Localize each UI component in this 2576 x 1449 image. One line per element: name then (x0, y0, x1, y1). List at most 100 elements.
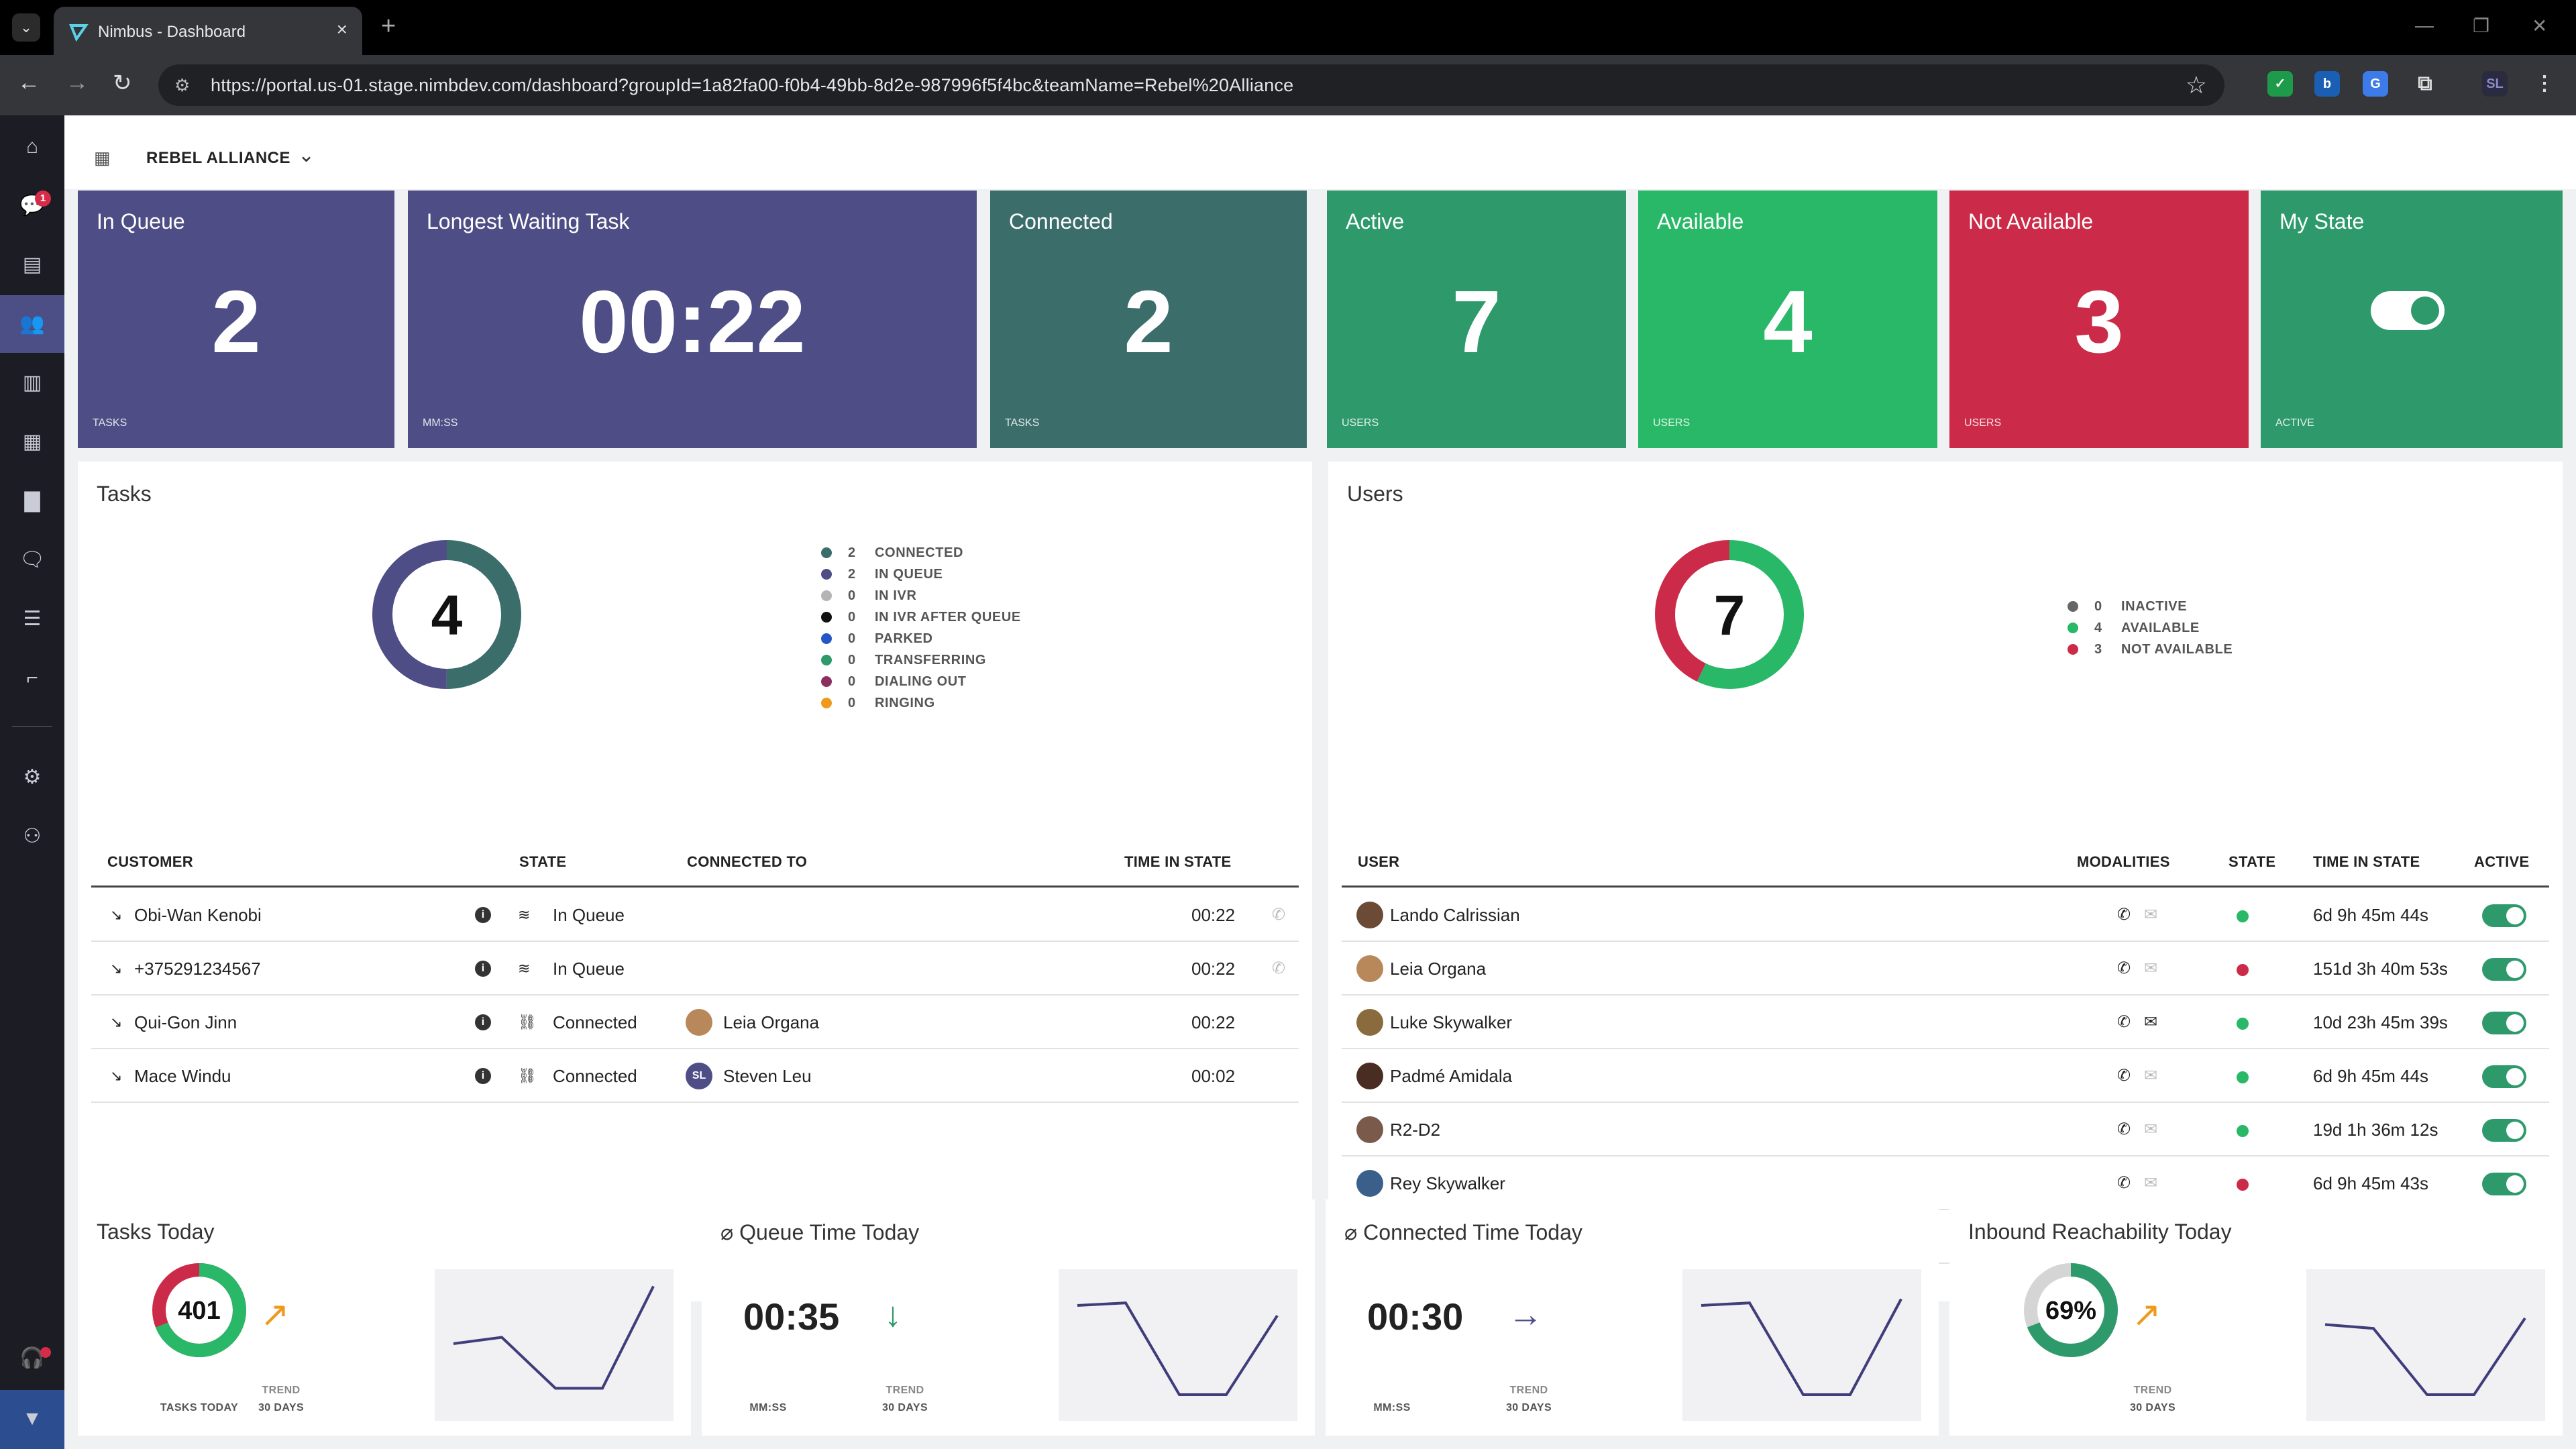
ring-fill (2024, 1263, 2118, 1357)
avatar (1356, 902, 1383, 928)
kpi-tile-active: Active 7 USERS (1327, 191, 1626, 448)
team-grid-icon: ▦ (94, 148, 111, 168)
legend-item: 4 AVAILABLE (2068, 617, 2376, 639)
shield-extension-icon[interactable]: ✓ (2267, 71, 2293, 97)
legend-dot (821, 655, 832, 665)
legend-label: IN QUEUE (875, 567, 943, 582)
sidebar-item-sliders[interactable]: ☰ (0, 590, 64, 648)
forward-icon[interactable]: → (66, 70, 89, 95)
chevron-down-icon[interactable]: ⌄ (298, 144, 315, 166)
address-bar[interactable]: ⚙ https://portal.us-01.stage.nimbdev.com… (158, 64, 2224, 106)
task-state: Connected (553, 1012, 637, 1032)
profile-avatar[interactable]: SL (2482, 71, 2508, 97)
extension-b-icon[interactable]: b (2314, 71, 2340, 97)
restore-icon[interactable]: ❐ (2473, 15, 2490, 36)
task-row[interactable]: ↘ +375291234567 i ≋ In Queue 00:22 ✆ (91, 942, 1299, 996)
legend-item: 0 INACTIVE (2068, 596, 2376, 617)
new-tab-icon[interactable]: + (381, 12, 396, 40)
sidebar-item-team[interactable]: 👥 (0, 295, 64, 353)
minimize-icon[interactable]: — (2415, 15, 2434, 36)
info-icon[interactable]: i (475, 907, 491, 923)
browser-tab[interactable]: Nimbus - Dashboard × (54, 7, 362, 55)
user-state-dot (2237, 910, 2249, 922)
today-card-queue-time-today: ⌀ Queue Time Today 00:35 MM:SS ↓ TREND 30 DAY… (702, 1199, 1315, 1436)
translate-extension-icon[interactable]: G (2363, 71, 2388, 97)
bookmark-star-icon[interactable]: ☆ (2185, 71, 2207, 99)
user-settings-icon: ⚇ (23, 825, 42, 847)
sparkline-path (1077, 1301, 1279, 1396)
info-icon[interactable]: i (475, 961, 491, 977)
task-row[interactable]: ↘ Qui-Gon Jinn i ⛓ Connected Leia Organa 00:22 (91, 996, 1299, 1049)
user-row[interactable]: Rey Skywalker ✆ ✉ 6d 9h 45m 43s (1342, 1157, 2549, 1210)
user-state-dot (2237, 1071, 2249, 1083)
browser-menu-icon[interactable]: ⋮ (2534, 72, 2555, 95)
user-name: Padmé Amidala (1390, 1066, 1513, 1086)
active-toggle[interactable] (2482, 1119, 2526, 1142)
legend-dot (821, 633, 832, 644)
site-info-icon[interactable]: ⚙ (174, 75, 191, 95)
headset-status-icon[interactable]: 🎧 (0, 1330, 64, 1387)
sidebar-item-home[interactable]: ⌂ (0, 118, 64, 176)
sidebar-item-conversations[interactable]: 🗨 (0, 531, 64, 589)
user-row[interactable]: Lando Calrissian ✆ ✉ 6d 9h 45m 44s (1342, 888, 2549, 942)
user-row[interactable]: Leia Organa ✆ ✉ 151d 3h 40m 53s (1342, 942, 2549, 996)
sidebar-item-bar-chart[interactable]: ▇ (0, 472, 64, 530)
task-customer: Obi-Wan Kenobi (134, 905, 262, 925)
pickup-phone-icon[interactable]: ✆ (1272, 906, 1286, 924)
user-row[interactable]: R2-D2 ✆ ✉ 19d 1h 36m 12s (1342, 1103, 2549, 1157)
sidebar-item-widgets[interactable]: ▦ (0, 413, 64, 471)
sidebar-item-user-settings[interactable]: ⚇ (0, 808, 64, 865)
pickup-phone-icon[interactable]: ✆ (1272, 959, 1286, 977)
link-icon: ⛓ (518, 1067, 537, 1084)
sidebar-item-steps[interactable]: ⌐ (0, 649, 64, 707)
info-icon[interactable]: i (475, 1068, 491, 1084)
close-tab-icon[interactable]: × (336, 19, 347, 40)
extensions-puzzle-icon[interactable]: ⧉ (2418, 72, 2432, 95)
legend-dot (821, 590, 832, 601)
active-toggle[interactable] (2482, 1012, 2526, 1034)
tab-search-icon[interactable]: ⌄ (12, 13, 40, 42)
sidebar-item-columns[interactable]: ▥ (0, 354, 64, 412)
trend-arrow-icon: ↓ (884, 1295, 902, 1334)
card-title: Tasks Today (97, 1220, 215, 1244)
trend-label: TREND (1509, 1385, 1548, 1396)
tasks-header-divider (91, 885, 1299, 888)
task-row[interactable]: ↘ Mace Windu i ⛓ Connected SL Steven Leu 00:02 (91, 1049, 1299, 1103)
task-time-in-state: 00:22 (1191, 905, 1236, 925)
legend-item: 3 NOT AVAILABLE (2068, 639, 2376, 660)
phone-icon: ✆ (2117, 1067, 2131, 1085)
user-time-in-state: 151d 3h 40m 53s (2313, 959, 2448, 979)
browser-tab-bar: ⌄ Nimbus - Dashboard × + — ❐ ✕ (0, 0, 2576, 55)
legend-count: 2 (848, 567, 856, 582)
tasks-column-header: CONNECTED TO (687, 853, 808, 870)
close-window-icon[interactable]: ✕ (2532, 15, 2548, 36)
kpi-tile-not-available: Not Available 3 USERS (1949, 191, 2249, 448)
sparkline-path (1701, 1298, 1902, 1396)
team-name[interactable]: REBEL ALLIANCE (146, 149, 291, 167)
user-time-in-state: 6d 9h 45m 43s (2313, 1173, 2429, 1193)
active-toggle[interactable] (2482, 1065, 2526, 1088)
reload-icon[interactable]: ↻ (113, 70, 132, 96)
info-icon[interactable]: i (475, 1014, 491, 1030)
active-toggle[interactable] (2482, 904, 2526, 927)
user-row[interactable]: Padmé Amidala ✆ ✉ 6d 9h 45m 44s (1342, 1049, 2549, 1103)
url-text[interactable]: https://portal.us-01.stage.nimbdev.com/d… (211, 75, 1294, 95)
active-toggle[interactable] (2482, 958, 2526, 981)
sidebar-item-chat[interactable]: 💬 1 (0, 177, 64, 235)
sidebar-item-dashboard[interactable]: ▤ (0, 236, 64, 294)
kpi-title: Not Available (1968, 209, 2094, 233)
sidebar-item-gear[interactable]: ⚙ (0, 749, 64, 806)
active-toggle[interactable] (2482, 1173, 2526, 1195)
donut-segment-in-queue (372, 540, 521, 689)
tasks-column-header: STATE (519, 853, 567, 870)
card-title: ⌀ Connected Time Today (1344, 1220, 1582, 1244)
browser-toolbar: ← → ↻ ⚙ https://portal.us-01.stage.nimbd… (0, 55, 2576, 115)
back-icon[interactable]: ← (17, 70, 40, 95)
legend-item: 0 TRANSFERRING (821, 649, 1130, 671)
task-row[interactable]: ↘ Obi-Wan Kenobi i ≋ In Queue 00:22 ✆ (91, 888, 1299, 942)
my-state-toggle[interactable] (2371, 291, 2445, 330)
tasks-column-header: CUSTOMER (107, 853, 193, 870)
users-legend: 0 INACTIVE 4 AVAILABLE 3 NOT AVAILABLE (2068, 596, 2376, 660)
user-row[interactable]: Luke Skywalker ✆ ✉ 10d 23h 45m 39s (1342, 996, 2549, 1049)
legend-dot (2068, 601, 2078, 612)
